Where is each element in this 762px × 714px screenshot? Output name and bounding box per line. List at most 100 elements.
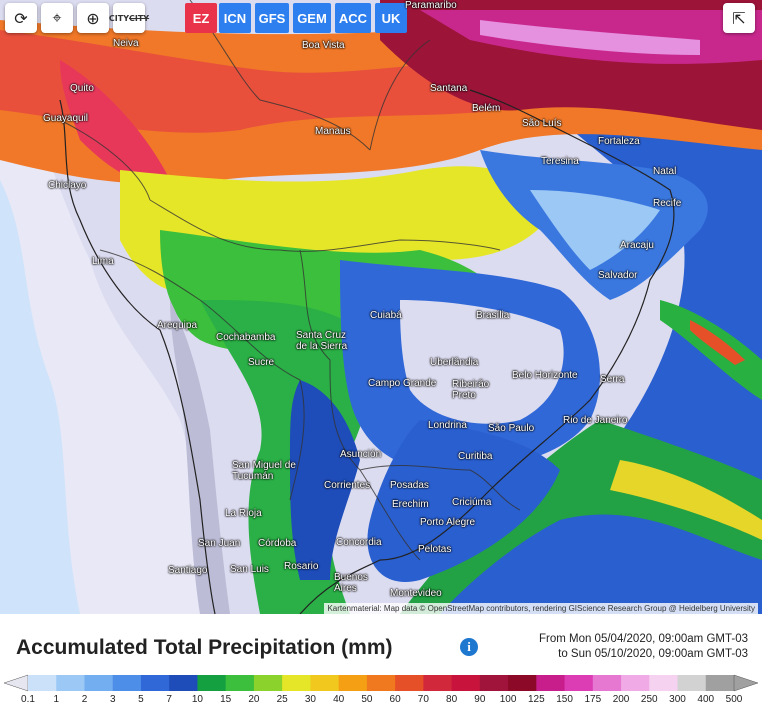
date-to: to Sun 05/10/2020, 09:00am GMT-03 [558, 648, 748, 660]
legend-tick-label: 90 [474, 694, 486, 705]
city-label: Sucre [248, 357, 275, 368]
legend-swatch [451, 675, 481, 691]
legend-swatch [592, 675, 622, 691]
city-label: Lima [92, 256, 114, 267]
city-label: Rosario [284, 561, 319, 572]
legend-tick-label: 15 [220, 694, 232, 705]
city-toggle-button[interactable]: CITY CITY [109, 3, 149, 33]
city-label: Asunción [340, 449, 382, 460]
legend-arrow-right [733, 674, 759, 692]
city-label: Cochabamba [216, 332, 276, 343]
city-label: Londrina [428, 420, 467, 431]
refresh-button[interactable]: ⟳ [5, 3, 37, 33]
city-label: Natal [653, 166, 677, 177]
city-label: Paramaribo [405, 0, 457, 11]
city-label: San Miguel de Tucumán [232, 460, 296, 482]
city-label: Chiclayo [48, 180, 87, 191]
legend-tick-label: 2 [81, 694, 88, 705]
share-button[interactable]: ⇱ [723, 3, 755, 33]
info-icon[interactable]: i [460, 638, 478, 656]
model-button-gfs[interactable]: GFS [255, 3, 289, 33]
city-label: Córdoba [258, 538, 297, 549]
legend-tick-label: 3 [109, 694, 116, 705]
city-label: Salvador [598, 270, 638, 281]
city-label: Neiva [113, 38, 139, 49]
legend-swatch [197, 675, 227, 691]
legend-swatch [479, 675, 509, 691]
legend-tick-label: 20 [248, 694, 260, 705]
precipitation-field [0, 0, 762, 614]
city-label: Manaus [315, 126, 351, 137]
share-icon: ⇱ [732, 8, 746, 28]
legend-tick-label: 200 [612, 694, 630, 705]
city-label: Porto Alegre [420, 517, 476, 528]
legend-swatch [28, 675, 57, 691]
city-label: Montevideo [390, 588, 442, 599]
city-label: São Luís [522, 118, 562, 129]
legend-tick-label: 100 [499, 694, 517, 705]
legend-swatch [56, 675, 85, 691]
city-label: São Paulo [488, 423, 535, 434]
legend-swatch [677, 675, 707, 691]
legend-tick-label: 25 [276, 694, 288, 705]
legend-tick-label: 7 [166, 694, 172, 705]
legend-tick-label: 10 [191, 694, 203, 705]
zoom-button[interactable]: ⊕ [77, 3, 109, 33]
legend-swatch [253, 675, 283, 691]
precipitation-map[interactable]: ⟳ ⌖ ⊕ CITY CITY EZ ICN GFS GEM ACC UK ⇱ … [0, 0, 762, 614]
city-label: Arequipa [157, 320, 198, 331]
legend-swatch [621, 675, 650, 691]
model-button-uk[interactable]: UK [375, 3, 407, 33]
legend-title: Accumulated Total Precipitation (mm) [16, 636, 393, 659]
city-label: Serra [600, 374, 625, 385]
legend-tick-label: 125 [527, 694, 545, 705]
city-label: Pelotas [418, 544, 452, 555]
legend-swatch [366, 675, 396, 691]
legend-tick-label: 80 [446, 694, 458, 705]
city-label: San Juan [198, 538, 241, 549]
city-label: Buenos Aires [334, 572, 368, 594]
location-pin-icon: ⌖ [52, 8, 62, 27]
city-label: Fortaleza [598, 136, 640, 147]
city-label: San Luis [230, 564, 269, 575]
map-attribution: Kartenmaterial: Map data © OpenStreetMap… [324, 603, 758, 614]
city-label: Brasília [476, 310, 510, 321]
legend-tick-label: 400 [697, 694, 715, 705]
city-toggle-label: CITY [108, 13, 129, 23]
legend-arrow-left [3, 674, 29, 692]
model-button-acc[interactable]: ACC [335, 3, 371, 33]
city-label: Guayaquil [43, 113, 89, 124]
legend-tick-label: 5 [138, 694, 144, 705]
city-label: Santa Cruz de la Sierra [296, 330, 348, 352]
city-label: Uberlândia [430, 357, 479, 368]
model-button-ez[interactable]: EZ [185, 3, 217, 33]
legend-tick-label: 150 [556, 694, 573, 705]
legend-tick-label: 60 [389, 694, 401, 705]
city-label: Recife [653, 198, 682, 209]
city-label: Santana [430, 83, 468, 94]
legend-swatch [395, 675, 424, 691]
legend-swatch [282, 675, 311, 691]
city-label: Belo Horizonte [512, 370, 578, 381]
city-label: Corrientes [324, 480, 371, 491]
legend-tick-label: 30 [304, 694, 316, 705]
legend-color-bar [3, 674, 759, 692]
location-button[interactable]: ⌖ [41, 3, 73, 33]
legend-swatch [705, 675, 735, 691]
city-label: Aracaju [620, 240, 654, 251]
legend-swatch [225, 675, 255, 691]
model-button-icn[interactable]: ICN [219, 3, 251, 33]
city-label: Ribeirão Preto [452, 379, 490, 401]
city-label: Erechim [392, 499, 429, 510]
legend-tick-label: 250 [640, 694, 658, 705]
city-label: Santiago [168, 565, 208, 576]
city-label: Belém [472, 103, 501, 114]
model-button-gem[interactable]: GEM [293, 3, 331, 33]
legend-swatch [508, 675, 537, 691]
legend-swatch [649, 675, 679, 691]
legend-swatch [338, 675, 368, 691]
legend-tick-label: 175 [584, 694, 602, 705]
city-label: Teresina [541, 156, 579, 167]
city-label: Campo Grande [368, 378, 437, 389]
date-from: From Mon 05/04/2020, 09:00am GMT-03 [538, 633, 748, 645]
